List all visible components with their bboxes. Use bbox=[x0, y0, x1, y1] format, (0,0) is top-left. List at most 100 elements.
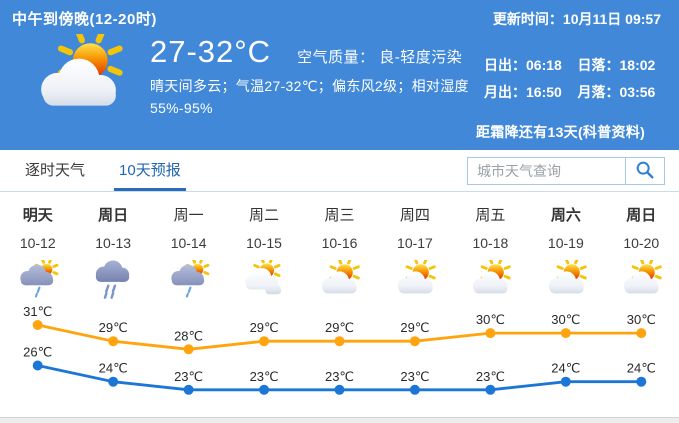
high-temp-label: 30℃ bbox=[551, 312, 580, 327]
sun-cloud-icon bbox=[528, 258, 603, 302]
day-name: 周三 bbox=[324, 207, 355, 224]
day-name: 周四 bbox=[399, 207, 430, 224]
low-temp-label: 23℃ bbox=[476, 369, 505, 384]
sun-two-clouds-icon bbox=[226, 258, 301, 302]
tab-hourly-weather[interactable]: 逐时天气 bbox=[25, 161, 86, 179]
moonrise-time: 月出：16:50 bbox=[484, 82, 578, 102]
forecast-day-column[interactable]: 周六 10-19 bbox=[528, 204, 603, 302]
low-temp-point bbox=[560, 376, 571, 387]
forecast-day-column[interactable]: 明天 10-12 bbox=[0, 204, 75, 302]
day-date: 10-19 bbox=[547, 235, 584, 251]
sunset-time: 日落：18:02 bbox=[578, 55, 672, 75]
high-temp-point bbox=[409, 336, 420, 347]
temperature-range: 27-32°C bbox=[150, 34, 272, 69]
weather-description-line2: 55%-95% bbox=[150, 100, 213, 116]
sunset-value: 18:02 bbox=[619, 57, 656, 73]
current-weather-header: 中午到傍晚(12-20时) 27-32°C 空气质量： 良-轻度污染 晴天间多云… bbox=[0, 0, 679, 150]
day-name: 周五 bbox=[475, 207, 506, 224]
weather-description-line1: 晴天间多云；气温27-32℃；偏东风2级；相对湿度 bbox=[150, 78, 469, 94]
day-name: 明天 bbox=[22, 207, 53, 224]
high-temp-label: 31℃ bbox=[23, 306, 52, 319]
sunset-label: 日落： bbox=[577, 57, 620, 73]
current-conditions: 27-32°C 空气质量： 良-轻度污染 晴天间多云；气温27-32℃；偏东风2… bbox=[150, 34, 495, 119]
forecast-day-column[interactable]: 周五 10-18 bbox=[453, 204, 528, 302]
low-temp-point bbox=[334, 384, 345, 395]
header-right-panel: 更新时间：10月11日 09:57 日出：06:18 日落：18:02 月出：16:… bbox=[464, 0, 679, 150]
moonset-value: 03:56 bbox=[619, 84, 656, 100]
day-date: 10-20 bbox=[623, 235, 660, 251]
sun-cloud-icon bbox=[453, 258, 528, 302]
forecast-day-column[interactable]: 周日 10-13 bbox=[75, 204, 150, 302]
high-temp-point bbox=[183, 344, 194, 355]
high-temp-label: 30℃ bbox=[476, 312, 505, 327]
day-date: 10-17 bbox=[397, 235, 433, 251]
high-temp-point bbox=[485, 328, 496, 339]
high-temp-point bbox=[259, 336, 270, 347]
horizontal-scrollbar-track[interactable] bbox=[0, 417, 679, 423]
low-temp-label: 23℃ bbox=[250, 369, 279, 384]
low-temp-label: 24℃ bbox=[551, 361, 580, 376]
day-date: 10-18 bbox=[472, 235, 509, 251]
low-temp-label: 26℃ bbox=[23, 345, 52, 360]
search-input[interactable] bbox=[467, 157, 625, 185]
forecast-day-column[interactable]: 周日 10-20 bbox=[604, 204, 679, 302]
low-temp-label: 23℃ bbox=[174, 369, 203, 384]
low-temp-label: 24℃ bbox=[99, 361, 128, 376]
low-temp-point bbox=[259, 384, 270, 395]
sunrise-label: 日出： bbox=[484, 57, 526, 73]
ten-day-forecast-panel: 明天 10-12 周日 10-13 周一 10-14 周二 10-15 周三 10-16 周四 10-… bbox=[0, 192, 679, 420]
day-name: 周日 bbox=[626, 207, 657, 224]
search-button[interactable] bbox=[625, 157, 665, 185]
forecast-day-column[interactable]: 周一 10-14 bbox=[151, 204, 226, 302]
high-temp-point bbox=[334, 336, 345, 347]
high-temp-label: 29℃ bbox=[400, 320, 429, 335]
moonrise-label: 月出： bbox=[484, 84, 526, 100]
sun-cloud-icon bbox=[604, 258, 679, 302]
sun-cloud-icon bbox=[302, 258, 377, 302]
sun-moon-times: 日出：06:18 日落：18:02 月出：16:50 月落：03:56 bbox=[484, 55, 671, 102]
day-date: 10-16 bbox=[321, 235, 358, 251]
update-time-value: 10月11日 09:57 bbox=[562, 11, 661, 27]
day-date: 10-15 bbox=[246, 235, 282, 251]
update-time: 更新时间：10月11日 09:57 bbox=[493, 9, 661, 29]
high-temp-label: 29℃ bbox=[250, 320, 279, 335]
high-temp-line: 31℃ 29℃ 28℃ 29℃ 29℃ 29℃ 30℃ 30℃ 30℃ bbox=[23, 306, 656, 355]
day-date: 10-12 bbox=[19, 235, 56, 251]
low-temp-point bbox=[485, 384, 496, 395]
air-quality: 空气质量： 良-轻度污染 bbox=[297, 46, 462, 67]
air-quality-value: 良-轻度污染 bbox=[379, 49, 463, 66]
forecast-day-column[interactable]: 周三 10-16 bbox=[302, 204, 377, 302]
tab-ten-day-forecast[interactable]: 10天预报 bbox=[114, 150, 186, 191]
sun-cloud-rain-icon bbox=[0, 258, 75, 302]
sunrise-value: 06:18 bbox=[526, 57, 562, 73]
forecast-day-column[interactable]: 周二 10-15 bbox=[226, 204, 301, 302]
moonset-label: 月落： bbox=[577, 84, 620, 100]
search-icon bbox=[634, 159, 656, 184]
low-temp-point bbox=[32, 360, 43, 371]
temperature-chart: 31℃29℃28℃29℃ 29℃ 29℃30℃ 30℃ 30℃26℃24℃23℃ 23℃ 2… bbox=[23, 306, 656, 395]
day-date: 10-14 bbox=[170, 235, 207, 251]
update-time-label: 更新时间： bbox=[492, 11, 563, 27]
low-temp-line: 26℃ 24℃ 23℃ 23℃ 23℃ 23℃ 23℃ 24℃ 24℃ bbox=[23, 345, 656, 395]
high-temp-label: 28℃ bbox=[174, 328, 203, 343]
low-temp-point bbox=[409, 384, 420, 395]
sun-cloud-icon bbox=[26, 28, 130, 120]
low-temp-point bbox=[108, 376, 119, 387]
moonset-time: 月落：03:56 bbox=[578, 82, 672, 102]
air-quality-label: 空气质量： bbox=[297, 49, 375, 66]
sun-cloud-rain-icon bbox=[151, 258, 226, 302]
high-temp-label: 30℃ bbox=[627, 312, 656, 327]
sunrise-time: 日出：06:18 bbox=[484, 55, 578, 75]
forecast-day-column[interactable]: 周四 10-17 bbox=[377, 204, 452, 302]
day-name: 周二 bbox=[249, 207, 280, 224]
high-temp-point bbox=[32, 320, 43, 330]
tab-bar: 逐时天气 10天预报 bbox=[0, 150, 679, 192]
city-search bbox=[467, 157, 665, 185]
high-temp-point bbox=[636, 328, 647, 339]
low-temp-point bbox=[183, 384, 194, 395]
period-title: 中午到傍晚(12-20时) bbox=[12, 11, 157, 28]
day-name: 周六 bbox=[550, 207, 581, 224]
low-temp-point bbox=[636, 376, 647, 387]
high-temp-label: 29℃ bbox=[325, 320, 354, 335]
